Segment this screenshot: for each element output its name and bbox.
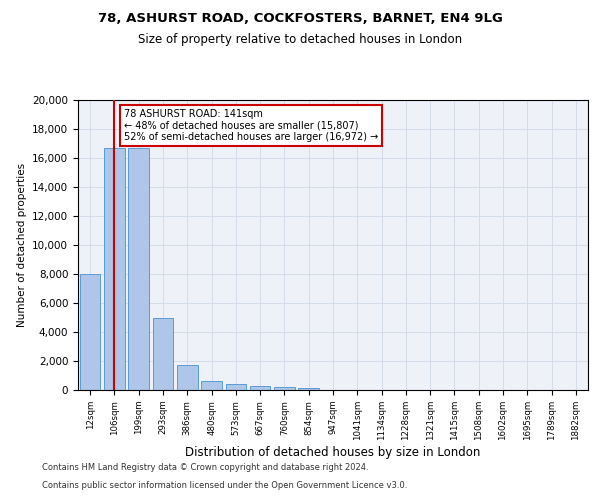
Bar [177, 366, 197, 390]
Text: 78, ASHURST ROAD, COCKFOSTERS, BARNET, EN4 9LG: 78, ASHURST ROAD, COCKFOSTERS, BARNET, E… [98, 12, 502, 26]
Bar [201, 382, 222, 390]
Text: Contains HM Land Registry data © Crown copyright and database right 2024.: Contains HM Land Registry data © Crown c… [42, 464, 368, 472]
Bar [104, 148, 125, 390]
Bar [226, 384, 246, 390]
Y-axis label: Number of detached properties: Number of detached properties [17, 163, 26, 327]
Text: 78 ASHURST ROAD: 141sqm
← 48% of detached houses are smaller (15,807)
52% of sem: 78 ASHURST ROAD: 141sqm ← 48% of detache… [124, 108, 378, 142]
Text: Contains public sector information licensed under the Open Government Licence v3: Contains public sector information licen… [42, 481, 407, 490]
Bar [152, 318, 173, 390]
Bar [128, 148, 149, 390]
Bar [80, 274, 100, 390]
Bar [250, 386, 271, 390]
Bar [298, 388, 319, 390]
X-axis label: Distribution of detached houses by size in London: Distribution of detached houses by size … [185, 446, 481, 458]
Text: Size of property relative to detached houses in London: Size of property relative to detached ho… [138, 32, 462, 46]
Bar [274, 388, 295, 390]
